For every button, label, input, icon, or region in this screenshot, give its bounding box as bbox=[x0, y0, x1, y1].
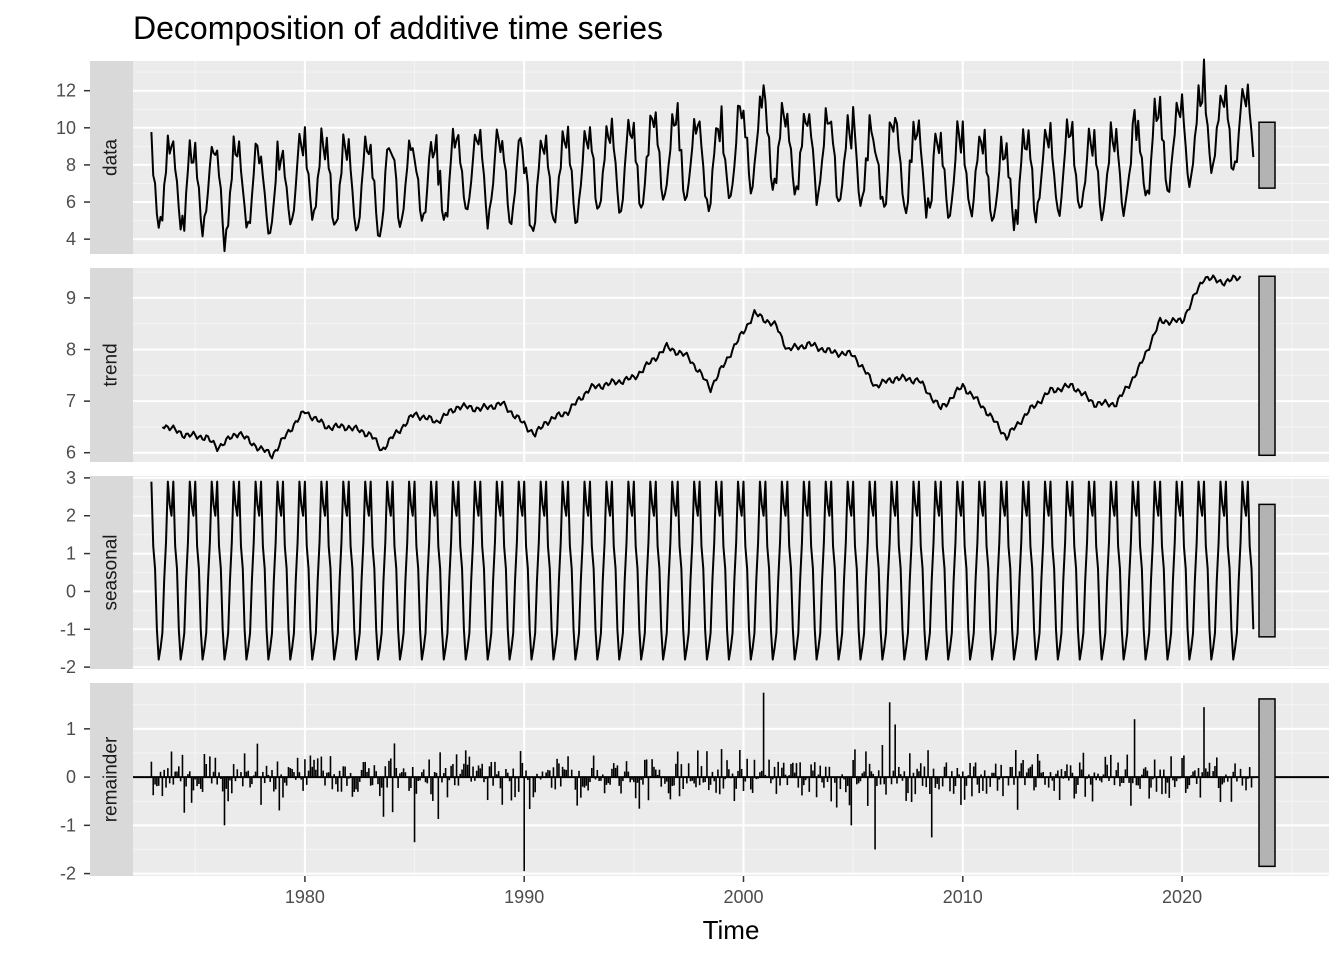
strip-label-remainder: remainder bbox=[101, 736, 122, 822]
series-line-seasonal bbox=[150, 480, 1255, 661]
y-tick-label: 8 bbox=[66, 155, 76, 175]
y-tick-label: 3 bbox=[66, 468, 76, 488]
y-tick-label: 1 bbox=[66, 719, 76, 739]
strip-label-data: data bbox=[101, 139, 122, 176]
range-bar-data bbox=[1258, 121, 1276, 189]
facet-strip bbox=[90, 268, 133, 462]
x-tick-label: 2010 bbox=[943, 887, 983, 907]
series-line-data bbox=[150, 58, 1255, 253]
range-bar-seasonal bbox=[1258, 503, 1276, 638]
x-tick-label: 1980 bbox=[285, 887, 325, 907]
x-tick-label: 1990 bbox=[504, 887, 544, 907]
y-tick-label: 4 bbox=[66, 229, 76, 249]
x-axis-title: Time bbox=[703, 915, 760, 945]
facet-panels: data4681012trend6789seasonal-2-10123rema… bbox=[56, 58, 1329, 884]
y-tick-label: 1 bbox=[66, 544, 76, 564]
chart-title: Decomposition of additive time series bbox=[133, 10, 663, 46]
facet-strip bbox=[90, 683, 133, 876]
series-line-trend bbox=[161, 274, 1242, 460]
range-bar-trend bbox=[1258, 275, 1276, 457]
x-tick-label: 2020 bbox=[1162, 887, 1202, 907]
facet-strip bbox=[90, 61, 133, 254]
y-tick-label: 9 bbox=[66, 288, 76, 308]
y-tick-label: -2 bbox=[60, 657, 76, 677]
facet-trend: trend 6 7 8 9 bbox=[66, 268, 1329, 463]
y-tick-label: -2 bbox=[60, 864, 76, 884]
facet-seasonal: seasonal -2 -1 0 1 2 3 bbox=[60, 468, 1329, 677]
range-bar-remainder bbox=[1258, 698, 1276, 868]
facet-strip bbox=[90, 476, 133, 669]
y-tick-label: -1 bbox=[60, 619, 76, 639]
y-tick-label: 0 bbox=[66, 581, 76, 601]
remainder-bars bbox=[150, 692, 1255, 872]
y-tick-label: 7 bbox=[66, 391, 76, 411]
y-tick-label: 8 bbox=[66, 340, 76, 360]
y-tick-label: 10 bbox=[56, 118, 76, 138]
y-tick-label: 12 bbox=[56, 81, 76, 101]
y-tick-label: 6 bbox=[66, 443, 76, 463]
facet-data: data 4 6 8 10 12 bbox=[56, 58, 1329, 254]
y-tick-label: -1 bbox=[60, 815, 76, 835]
facet-remainder: remainder -2 -1 0 1 bbox=[60, 683, 1329, 884]
strip-label-seasonal: seasonal bbox=[101, 534, 122, 610]
panel-background bbox=[133, 61, 1329, 254]
strip-label-trend: trend bbox=[101, 343, 122, 386]
x-axis: 1980 1990 2000 2010 2020 bbox=[285, 876, 1202, 907]
y-tick-label: 2 bbox=[66, 506, 76, 526]
y-tick-label: 0 bbox=[66, 767, 76, 787]
x-tick-label: 2000 bbox=[723, 887, 763, 907]
y-tick-label: 6 bbox=[66, 192, 76, 212]
